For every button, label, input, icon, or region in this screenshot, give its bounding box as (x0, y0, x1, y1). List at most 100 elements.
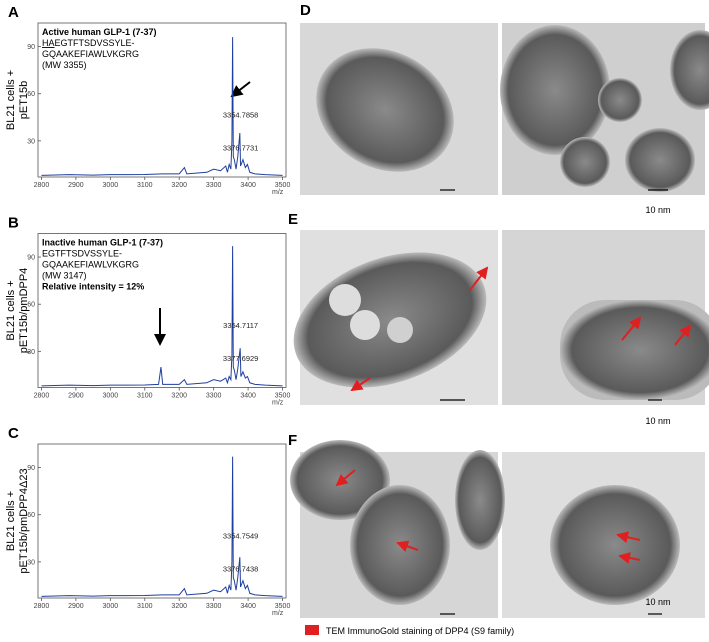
x-tick-label: 3100 (137, 393, 153, 400)
legend-text: TEM ImmunoGold staining of DPP4 (S9 fami… (326, 626, 514, 636)
arrow (335, 469, 356, 487)
x-tick-label: 3200 (171, 182, 187, 189)
x-tick-label: 3500 (275, 393, 291, 400)
y-tick-label: 90 (27, 255, 35, 262)
peak-label: 3354.7549 (223, 531, 258, 540)
annotation-part: Inactive human GLP-1 (7-37) (42, 238, 163, 248)
x-tick-label: 3300 (206, 393, 222, 400)
x-tick-label: 3000 (103, 603, 119, 610)
arrow (674, 324, 692, 346)
x-tick-label: 2800 (34, 182, 50, 189)
spectrum (41, 37, 283, 176)
annotation-part: EGTFTSDVSSYLE- (42, 249, 122, 259)
x-tick-label: 2900 (68, 182, 84, 189)
scale-label: 10 nm (645, 205, 670, 215)
panel-label: B (8, 215, 19, 232)
scale-label: 10 nm (645, 416, 670, 426)
y-axis-label-line: pET15b/pmDPP4 (18, 268, 30, 354)
x-tick-label: 3400 (240, 603, 256, 610)
cell (500, 25, 610, 155)
x-tick-label: 2800 (34, 393, 50, 400)
annotation: GQAAKEFIAWLVKGRG (42, 260, 139, 270)
vacuole (350, 310, 380, 340)
annotation-part: (MW 3355) (42, 60, 87, 70)
cell (455, 450, 505, 550)
cell (550, 485, 680, 605)
x-tick-label: 2900 (68, 603, 84, 610)
x-tick-label: 3000 (103, 393, 119, 400)
x-axis-label: m/z (272, 189, 284, 196)
peak-label: 3376.7438 (223, 564, 258, 573)
x-tick-label: 3200 (171, 393, 187, 400)
y-tick-label: 60 (27, 512, 35, 519)
annotation-part: HA (42, 38, 55, 48)
vacuole (329, 284, 361, 316)
arrow (616, 531, 641, 544)
x-tick-label: 3100 (137, 603, 153, 610)
x-tick-label: 3100 (137, 182, 153, 189)
x-tick-label: 3500 (275, 603, 291, 610)
arrow (230, 81, 251, 98)
annotation: HAEGTFTSDVSSYLE- (42, 38, 135, 48)
x-axis-label: m/z (272, 610, 284, 617)
cell (560, 137, 610, 187)
spectrum (41, 246, 283, 387)
tem-images: D E F 10 nm 10 nm 10 nm TEM ImmunoGold s… (288, 2, 709, 636)
annotation: (MW 3147) (42, 271, 87, 281)
annotation: Active human GLP-1 (7-37) (42, 27, 157, 37)
peak-label: 3376.7731 (223, 143, 258, 152)
y-axis-label-line: pET15b/pmDPP4Δ23 (18, 468, 30, 573)
x-tick-label: 3000 (103, 182, 119, 189)
x-tick-label: 3400 (240, 393, 256, 400)
y-axis-label: BL21 cells +pET15b/pmDPP4 (5, 268, 30, 354)
annotation: (MW 3355) (42, 60, 87, 70)
y-axis-label: BL21 cells +pET15b (5, 70, 30, 130)
scale-label: 10 nm (645, 597, 670, 607)
y-axis-label-line: BL21 cells + (5, 70, 17, 130)
y-tick-label: 30 (27, 559, 35, 566)
cell (560, 300, 709, 400)
y-tick-label: 90 (27, 44, 35, 51)
y-tick-label: 30 (27, 138, 35, 145)
peak-label: 3354.7117 (223, 321, 258, 330)
cell (670, 30, 709, 110)
x-tick-label: 3300 (206, 603, 222, 610)
y-axis-label-line: pET15b (18, 81, 30, 120)
vacuole (387, 317, 413, 343)
spectrum (41, 456, 283, 597)
panel-label: E (288, 211, 298, 228)
y-tick-label: 60 (27, 302, 35, 309)
y-axis-label: BL21 cells +pET15b/pmDPP4Δ23 (5, 468, 30, 573)
panel-label: D (300, 2, 311, 19)
cell (598, 78, 642, 122)
plot-frame (37, 233, 287, 388)
x-tick-label: 3200 (171, 603, 187, 610)
arrow (396, 540, 419, 552)
annotation-part: Active human GLP-1 (7-37) (42, 27, 157, 37)
plot-frame (37, 22, 287, 178)
legend-swatch (305, 625, 319, 635)
arrow (618, 552, 641, 564)
x-tick-label: 3300 (206, 182, 222, 189)
annotation-part: EGTFTSDVSSYLE- (55, 38, 135, 48)
x-tick-label: 3500 (275, 182, 291, 189)
x-axis-label: m/z (272, 400, 284, 407)
x-tick-label: 2900 (68, 393, 84, 400)
annotation: Relative intensity = 12% (42, 282, 144, 292)
annotation-part: (MW 3147) (42, 271, 87, 281)
x-tick-label: 3400 (240, 182, 256, 189)
cell (625, 128, 695, 192)
arrow (621, 316, 642, 341)
y-tick-label: 30 (27, 349, 35, 356)
annotation: EGTFTSDVSSYLE- (42, 249, 122, 259)
panel-label: C (8, 425, 19, 442)
annotation-part: GQAAKEFIAWLVKGRG (42, 49, 139, 59)
scale-bars (440, 189, 668, 615)
annotation: Inactive human GLP-1 (7-37) (42, 238, 163, 248)
plot-frame (37, 443, 287, 599)
panel-label: A (8, 4, 19, 21)
y-tick-label: 60 (27, 91, 35, 98)
cell (316, 48, 454, 172)
